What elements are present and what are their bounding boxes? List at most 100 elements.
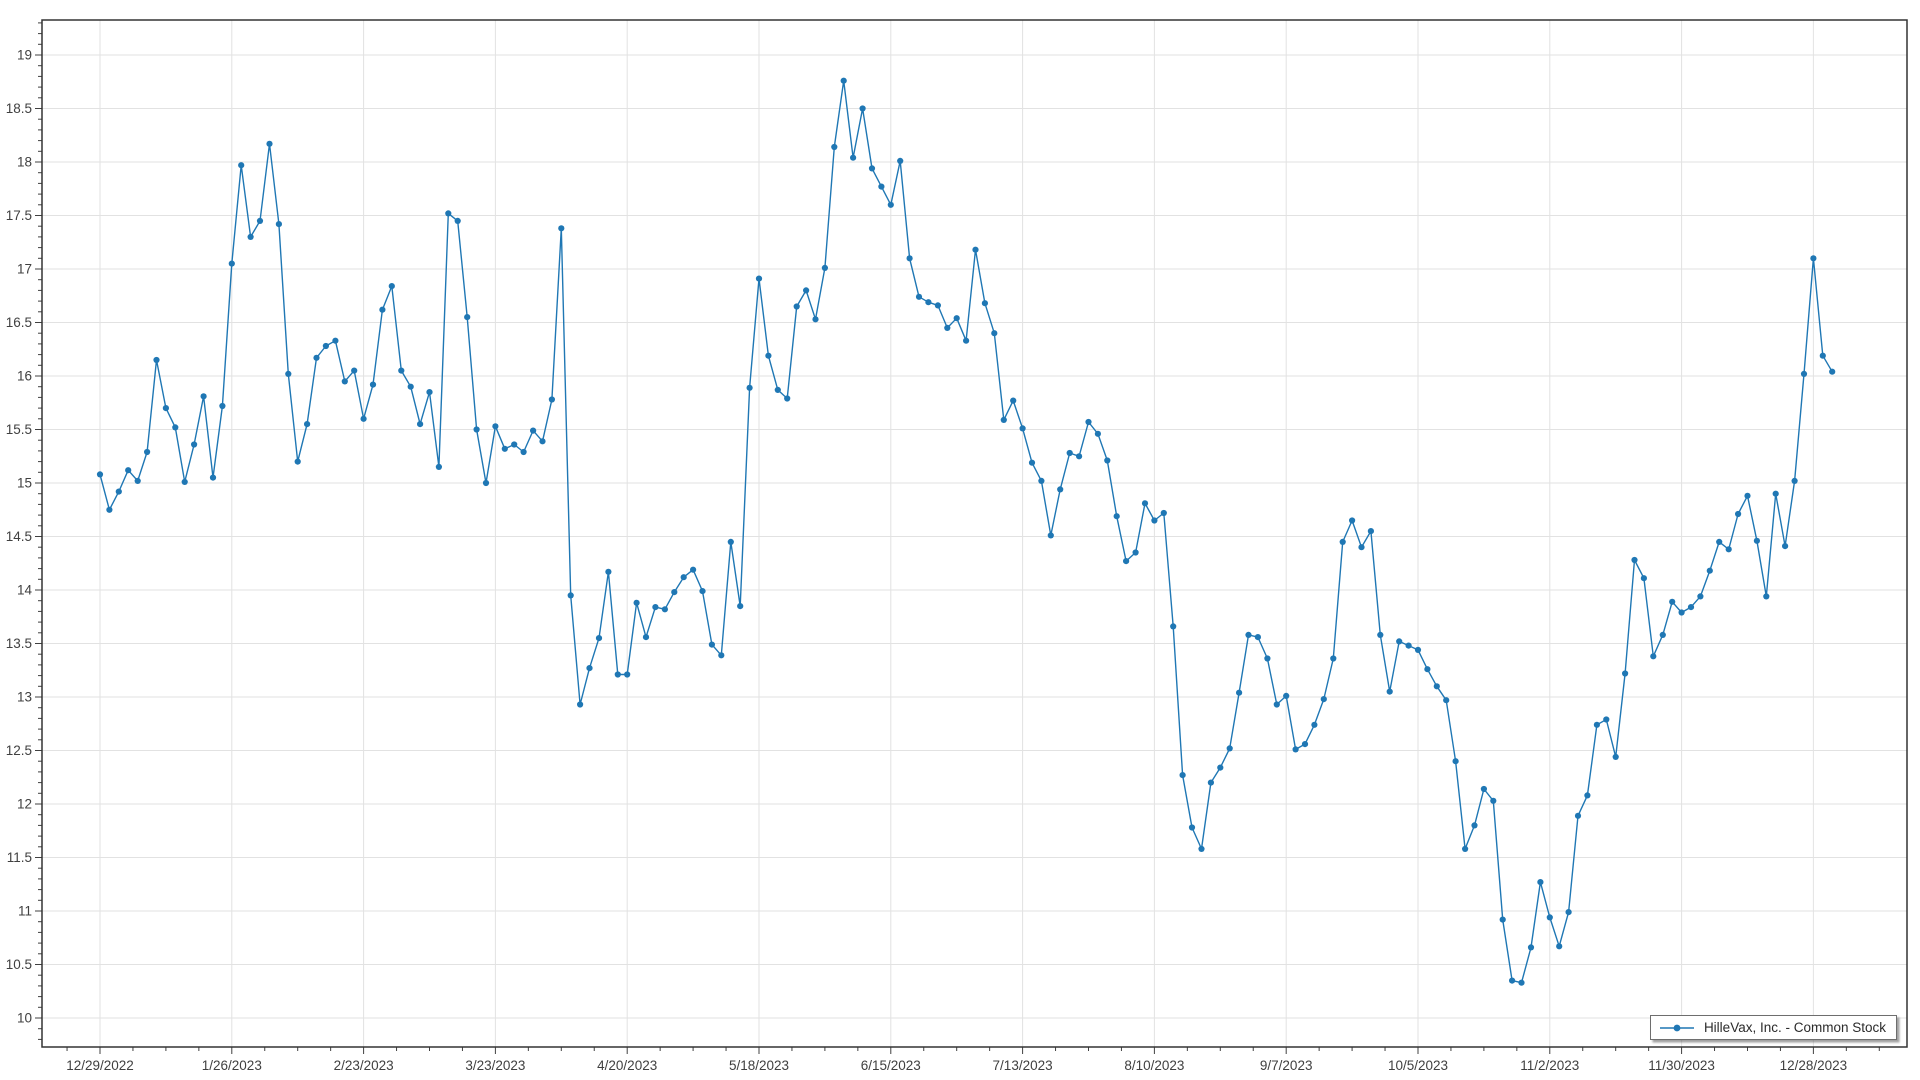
data-point [313,354,320,361]
data-point [1377,631,1384,639]
data-point [1038,477,1045,484]
data-point [115,488,122,495]
data-point [586,665,593,672]
data-point [906,255,913,262]
data-point [351,367,358,374]
data-point [530,427,537,434]
data-point [577,701,584,708]
data-point [605,568,612,575]
data-point [642,634,650,641]
x-tick-label: 10/5/2023 [1388,1058,1448,1073]
legend[interactable]: HilleVax, Inc. - Common Stock [1649,1015,1897,1040]
x-tick-label: 8/10/2023 [1124,1058,1184,1073]
data-point [1518,979,1525,986]
data-point [238,162,245,169]
data-point [1706,567,1713,574]
data-point [887,201,894,208]
gridlines [42,20,1907,1047]
y-tick-label: 10.5 [6,957,32,972]
legend-line-marker-icon [1659,1024,1694,1031]
data-point [1396,638,1403,645]
data-point [821,264,829,271]
data-point [1085,418,1092,426]
data-point [1565,909,1572,916]
data-point [1480,785,1487,793]
data-point [558,225,565,232]
data-point [1744,492,1751,499]
data-point [1132,549,1139,556]
data-point [1198,845,1205,853]
data-point [972,246,979,253]
data-point [1292,746,1299,753]
data-point [1358,544,1365,551]
data-point [1424,666,1431,673]
y-tick-label: 10 [17,1011,32,1026]
data-point [812,316,819,323]
data-point [1612,753,1619,761]
data-point [661,606,669,613]
data-point [445,210,452,217]
data-point [1264,655,1271,662]
x-tick-label: 11/2/2023 [1520,1058,1579,1073]
data-point [1791,477,1798,484]
x-tick-label: 1/26/2023 [202,1058,262,1073]
data-point [464,314,471,321]
data-point [803,287,810,294]
data-point [1763,593,1770,600]
data-point [1386,688,1393,695]
y-tick-label: 15 [17,476,32,491]
data-point [473,426,480,433]
data-point [1631,556,1638,564]
data-point [1207,779,1214,786]
data-point [1094,430,1101,437]
data-point [1160,509,1167,517]
data-point [285,370,292,377]
x-tick-label: 9/7/2023 [1260,1058,1313,1073]
data-point [304,421,311,428]
data-point [1546,914,1553,921]
data-point [624,671,631,678]
data-point [539,438,546,445]
data-point [878,183,885,190]
data-point [963,337,970,344]
data-point [1320,696,1327,703]
data-point [492,423,499,430]
plot-frame [41,19,1908,1048]
data-point [1113,513,1120,520]
data-point [850,154,857,161]
data-point [1057,486,1064,493]
y-tick-label: 11.5 [7,850,32,865]
data-point [737,603,744,610]
data-point [162,405,169,412]
data-point [1452,758,1459,765]
data-point [1829,368,1836,375]
data-point [1367,528,1374,535]
y-axis-labels: 10 10.5 11 11.5 12 12.5 13 13.5 14 14.5 15 15.5 16 16… [6,48,33,1026]
data-point [1603,716,1610,723]
data-point [727,538,734,546]
data-point [1819,352,1826,359]
data-point [1735,510,1742,518]
data-point [1028,459,1036,466]
data-point [1810,255,1817,262]
data-point [1188,824,1196,831]
data-point [1076,453,1083,460]
data-point [1725,546,1732,553]
data-point [1782,543,1789,550]
data-point [511,441,518,448]
y-tick-label: 18 [17,155,32,170]
data-point [1622,670,1629,677]
data-point [548,396,556,403]
x-tick-label: 7/13/2023 [993,1058,1053,1073]
y-tick-label: 17.5 [6,208,32,223]
data-point [1066,449,1073,457]
data-point [1537,879,1544,886]
data-point [501,445,508,452]
data-point [144,448,151,456]
data-point [435,463,442,470]
data-point [247,233,254,240]
data-point [1273,701,1280,708]
y-tick-label: 13 [17,690,32,705]
data-point [718,652,725,659]
